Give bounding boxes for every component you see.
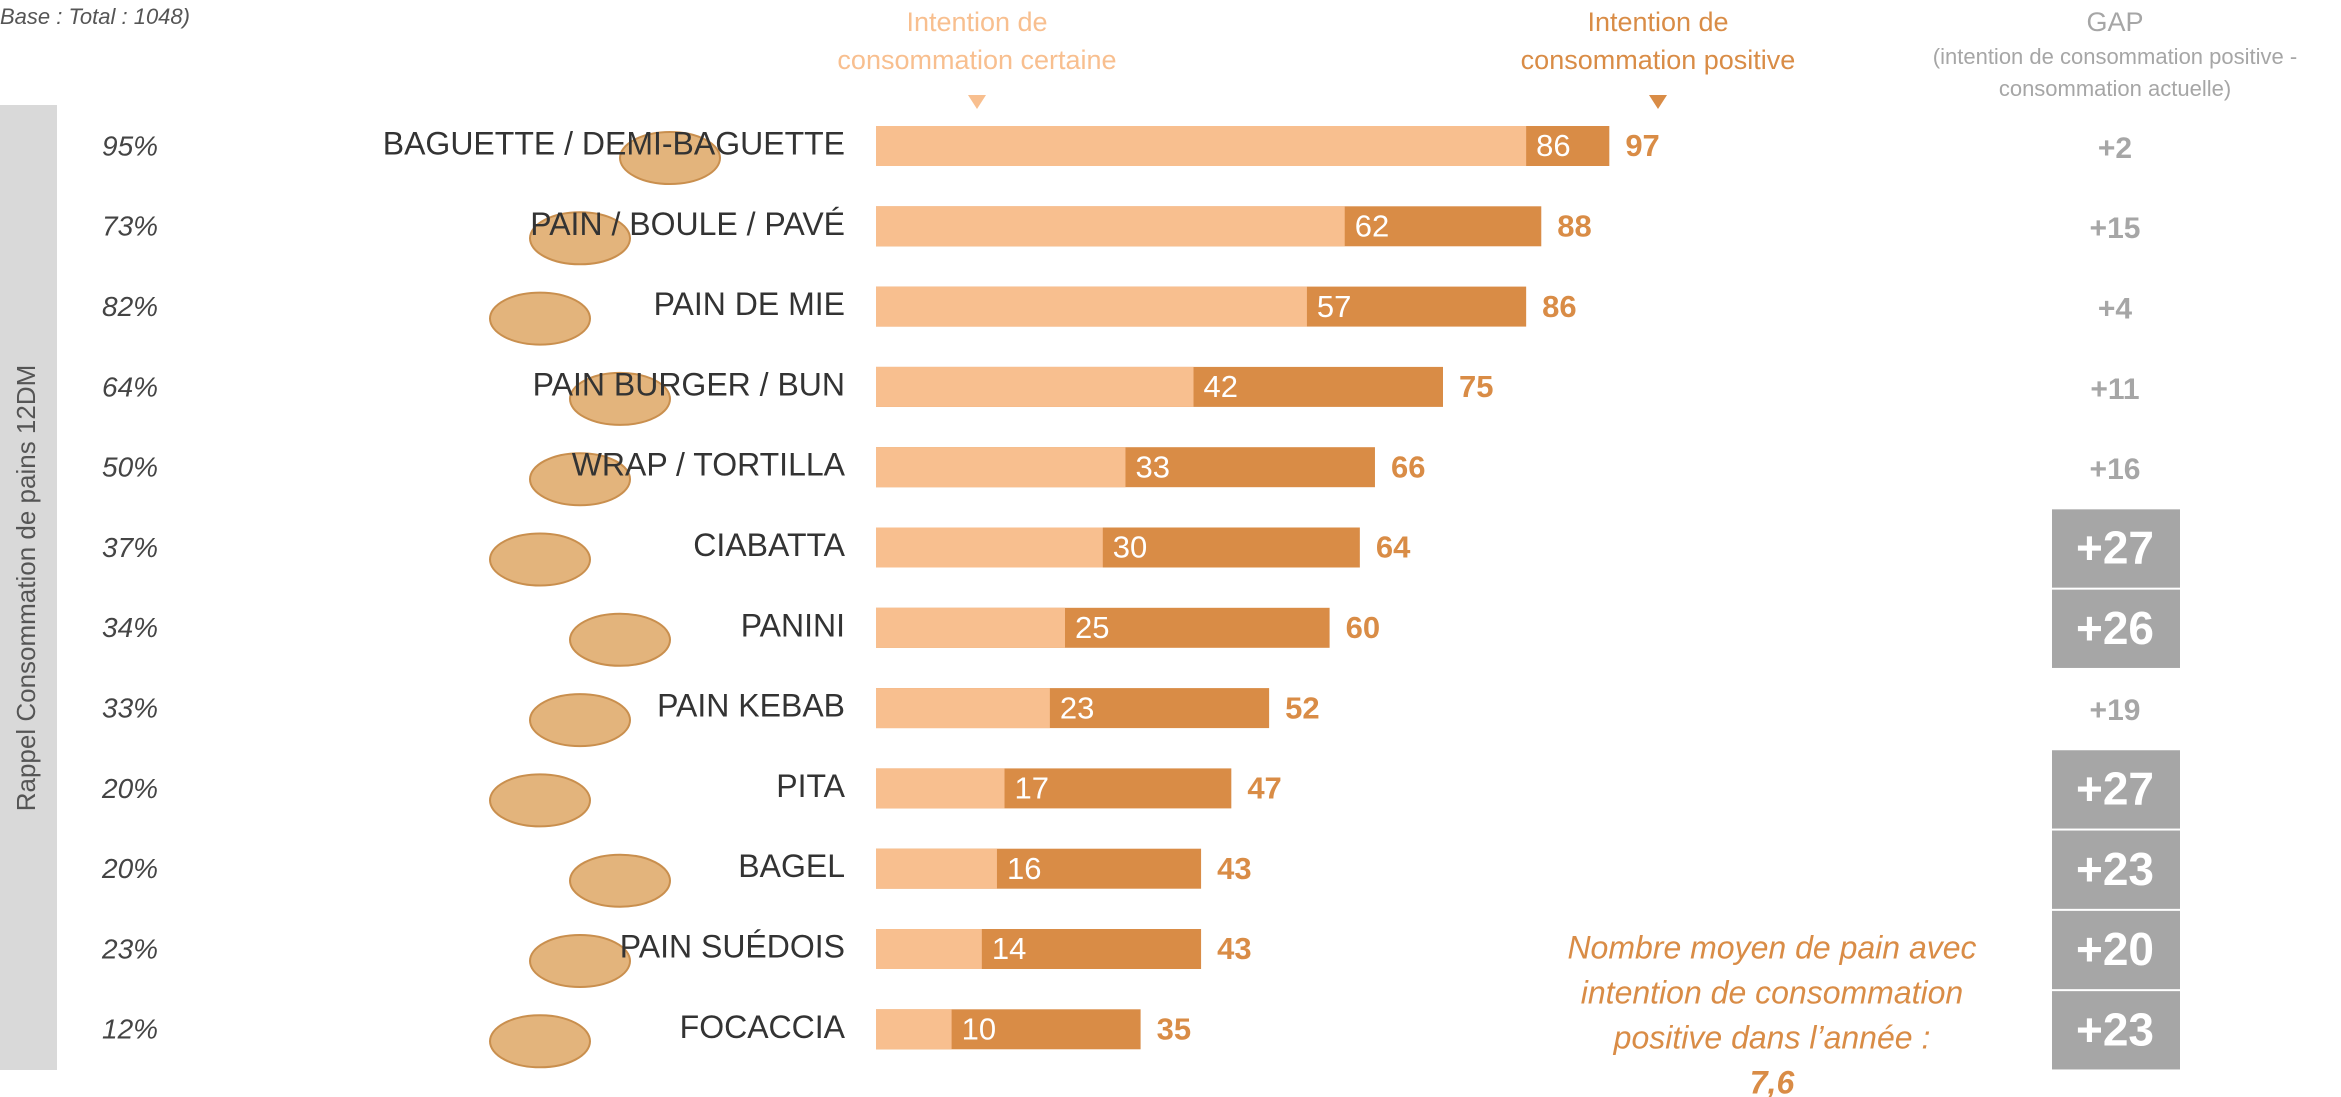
- value-label-positive: 52: [1285, 690, 1319, 725]
- bar-certain: [876, 929, 982, 969]
- value-label-certain: 14: [992, 931, 1026, 966]
- note-line: intention de consommation: [1581, 974, 1963, 1010]
- value-label-certain: 86: [1536, 128, 1570, 163]
- gap-label: +20: [2076, 923, 2154, 975]
- bar-certain: [876, 1009, 952, 1049]
- bread-illustration: [490, 774, 590, 826]
- value-label-positive: 47: [1247, 771, 1281, 806]
- chart: Base : Total : 1048) Rappel Consommation…: [0, 0, 2341, 1097]
- consumption-label: 34%: [102, 612, 158, 643]
- value-label-positive: 86: [1542, 289, 1576, 324]
- value-label-certain: 10: [962, 1011, 996, 1046]
- value-label-certain: 57: [1317, 289, 1351, 324]
- bar-certain: [876, 608, 1065, 648]
- consumption-label: 64%: [102, 371, 158, 402]
- bar-certain: [876, 367, 1194, 407]
- bar-certain: [876, 528, 1103, 568]
- gap-subtitle: consommation actuelle): [1999, 76, 2231, 101]
- gap-label: +16: [2090, 453, 2141, 486]
- bread-illustration: [490, 1015, 590, 1067]
- value-label-certain: 17: [1015, 771, 1049, 806]
- value-label-positive: 66: [1391, 449, 1425, 484]
- bread-illustration: [490, 293, 590, 345]
- category-label: BAGUETTE / DEMI-BAGUETTE: [383, 125, 845, 161]
- value-label-certain: 42: [1204, 369, 1238, 404]
- bar-certain: [876, 447, 1125, 487]
- legend-arrow: [1649, 95, 1667, 109]
- base-note: Base : Total : 1048): [0, 4, 190, 29]
- gap-label: +2: [2098, 132, 2132, 165]
- consumption-label: 33%: [102, 692, 158, 723]
- value-label-positive: 35: [1157, 1011, 1191, 1046]
- value-label-positive: 88: [1557, 208, 1591, 243]
- gap-label: +27: [2076, 522, 2154, 574]
- category-label: PAIN / BOULE / PAVÉ: [530, 206, 845, 242]
- value-label-positive: 64: [1376, 530, 1411, 565]
- bar-certain: [876, 206, 1345, 246]
- consumption-label: 20%: [101, 773, 158, 804]
- gap-label: +26: [2076, 602, 2154, 654]
- legend-arrow: [968, 95, 986, 109]
- value-label-certain: 33: [1135, 449, 1169, 484]
- category-label: CIABATTA: [693, 527, 845, 563]
- bar-certain: [876, 287, 1307, 327]
- gap-label: +4: [2098, 293, 2133, 326]
- consumption-label: 50%: [102, 452, 158, 483]
- consumption-label: 23%: [101, 933, 158, 964]
- value-label-positive: 43: [1217, 851, 1251, 886]
- gap-subtitle: (intention de consommation positive -: [1933, 44, 2297, 69]
- bread-illustration: [570, 855, 670, 907]
- consumption-label: 20%: [101, 853, 158, 884]
- value-label-certain: 25: [1075, 610, 1109, 645]
- gap-label: +23: [2076, 843, 2154, 895]
- consumption-label: 12%: [102, 1014, 158, 1045]
- consumption-label: 82%: [102, 291, 158, 322]
- gap-label: +19: [2090, 694, 2141, 727]
- value-label-positive: 43: [1217, 931, 1251, 966]
- category-label: PAIN BURGER / BUN: [533, 366, 845, 402]
- value-label-certain: 16: [1007, 851, 1041, 886]
- value-label-certain: 23: [1060, 690, 1094, 725]
- category-label: PANINI: [741, 607, 845, 643]
- gap-title: GAP: [2086, 7, 2143, 37]
- gap-label: +15: [2090, 212, 2141, 245]
- gap-label: +27: [2076, 763, 2154, 815]
- category-label: PITA: [776, 768, 845, 804]
- category-label: PAIN KEBAB: [657, 688, 845, 724]
- category-label: PAIN DE MIE: [654, 286, 845, 322]
- value-label-positive: 97: [1625, 128, 1659, 163]
- note-line: Nombre moyen de pain avec: [1567, 929, 1976, 965]
- consumption-label: 73%: [102, 211, 158, 242]
- bread-illustration: [530, 935, 630, 987]
- bar-certain: [876, 688, 1050, 728]
- bar-certain: [876, 849, 997, 889]
- bar-certain: [876, 126, 1526, 166]
- value-label-positive: 60: [1346, 610, 1380, 645]
- category-label: WRAP / TORTILLA: [572, 447, 846, 483]
- gap-label: +23: [2076, 1003, 2154, 1055]
- consumption-label: 37%: [102, 532, 158, 563]
- bread-illustration: [570, 614, 670, 666]
- note-line: 7,6: [1750, 1064, 1795, 1097]
- value-label-certain: 62: [1355, 208, 1389, 243]
- bread-illustration: [490, 534, 590, 586]
- category-label: PAIN SUÉDOIS: [620, 928, 845, 964]
- value-label-certain: 30: [1113, 530, 1147, 565]
- side-label: Rappel Consommation de pains 12DM: [11, 365, 41, 812]
- gap-label: +11: [2090, 373, 2139, 406]
- bar-certain: [876, 768, 1005, 808]
- bread-illustration: [530, 694, 630, 746]
- consumption-label: 95%: [102, 130, 158, 161]
- category-label: FOCACCIA: [680, 1009, 846, 1045]
- category-label: BAGEL: [738, 848, 845, 884]
- value-label-positive: 75: [1459, 369, 1493, 404]
- note-line: positive dans l’année :: [1613, 1019, 1931, 1055]
